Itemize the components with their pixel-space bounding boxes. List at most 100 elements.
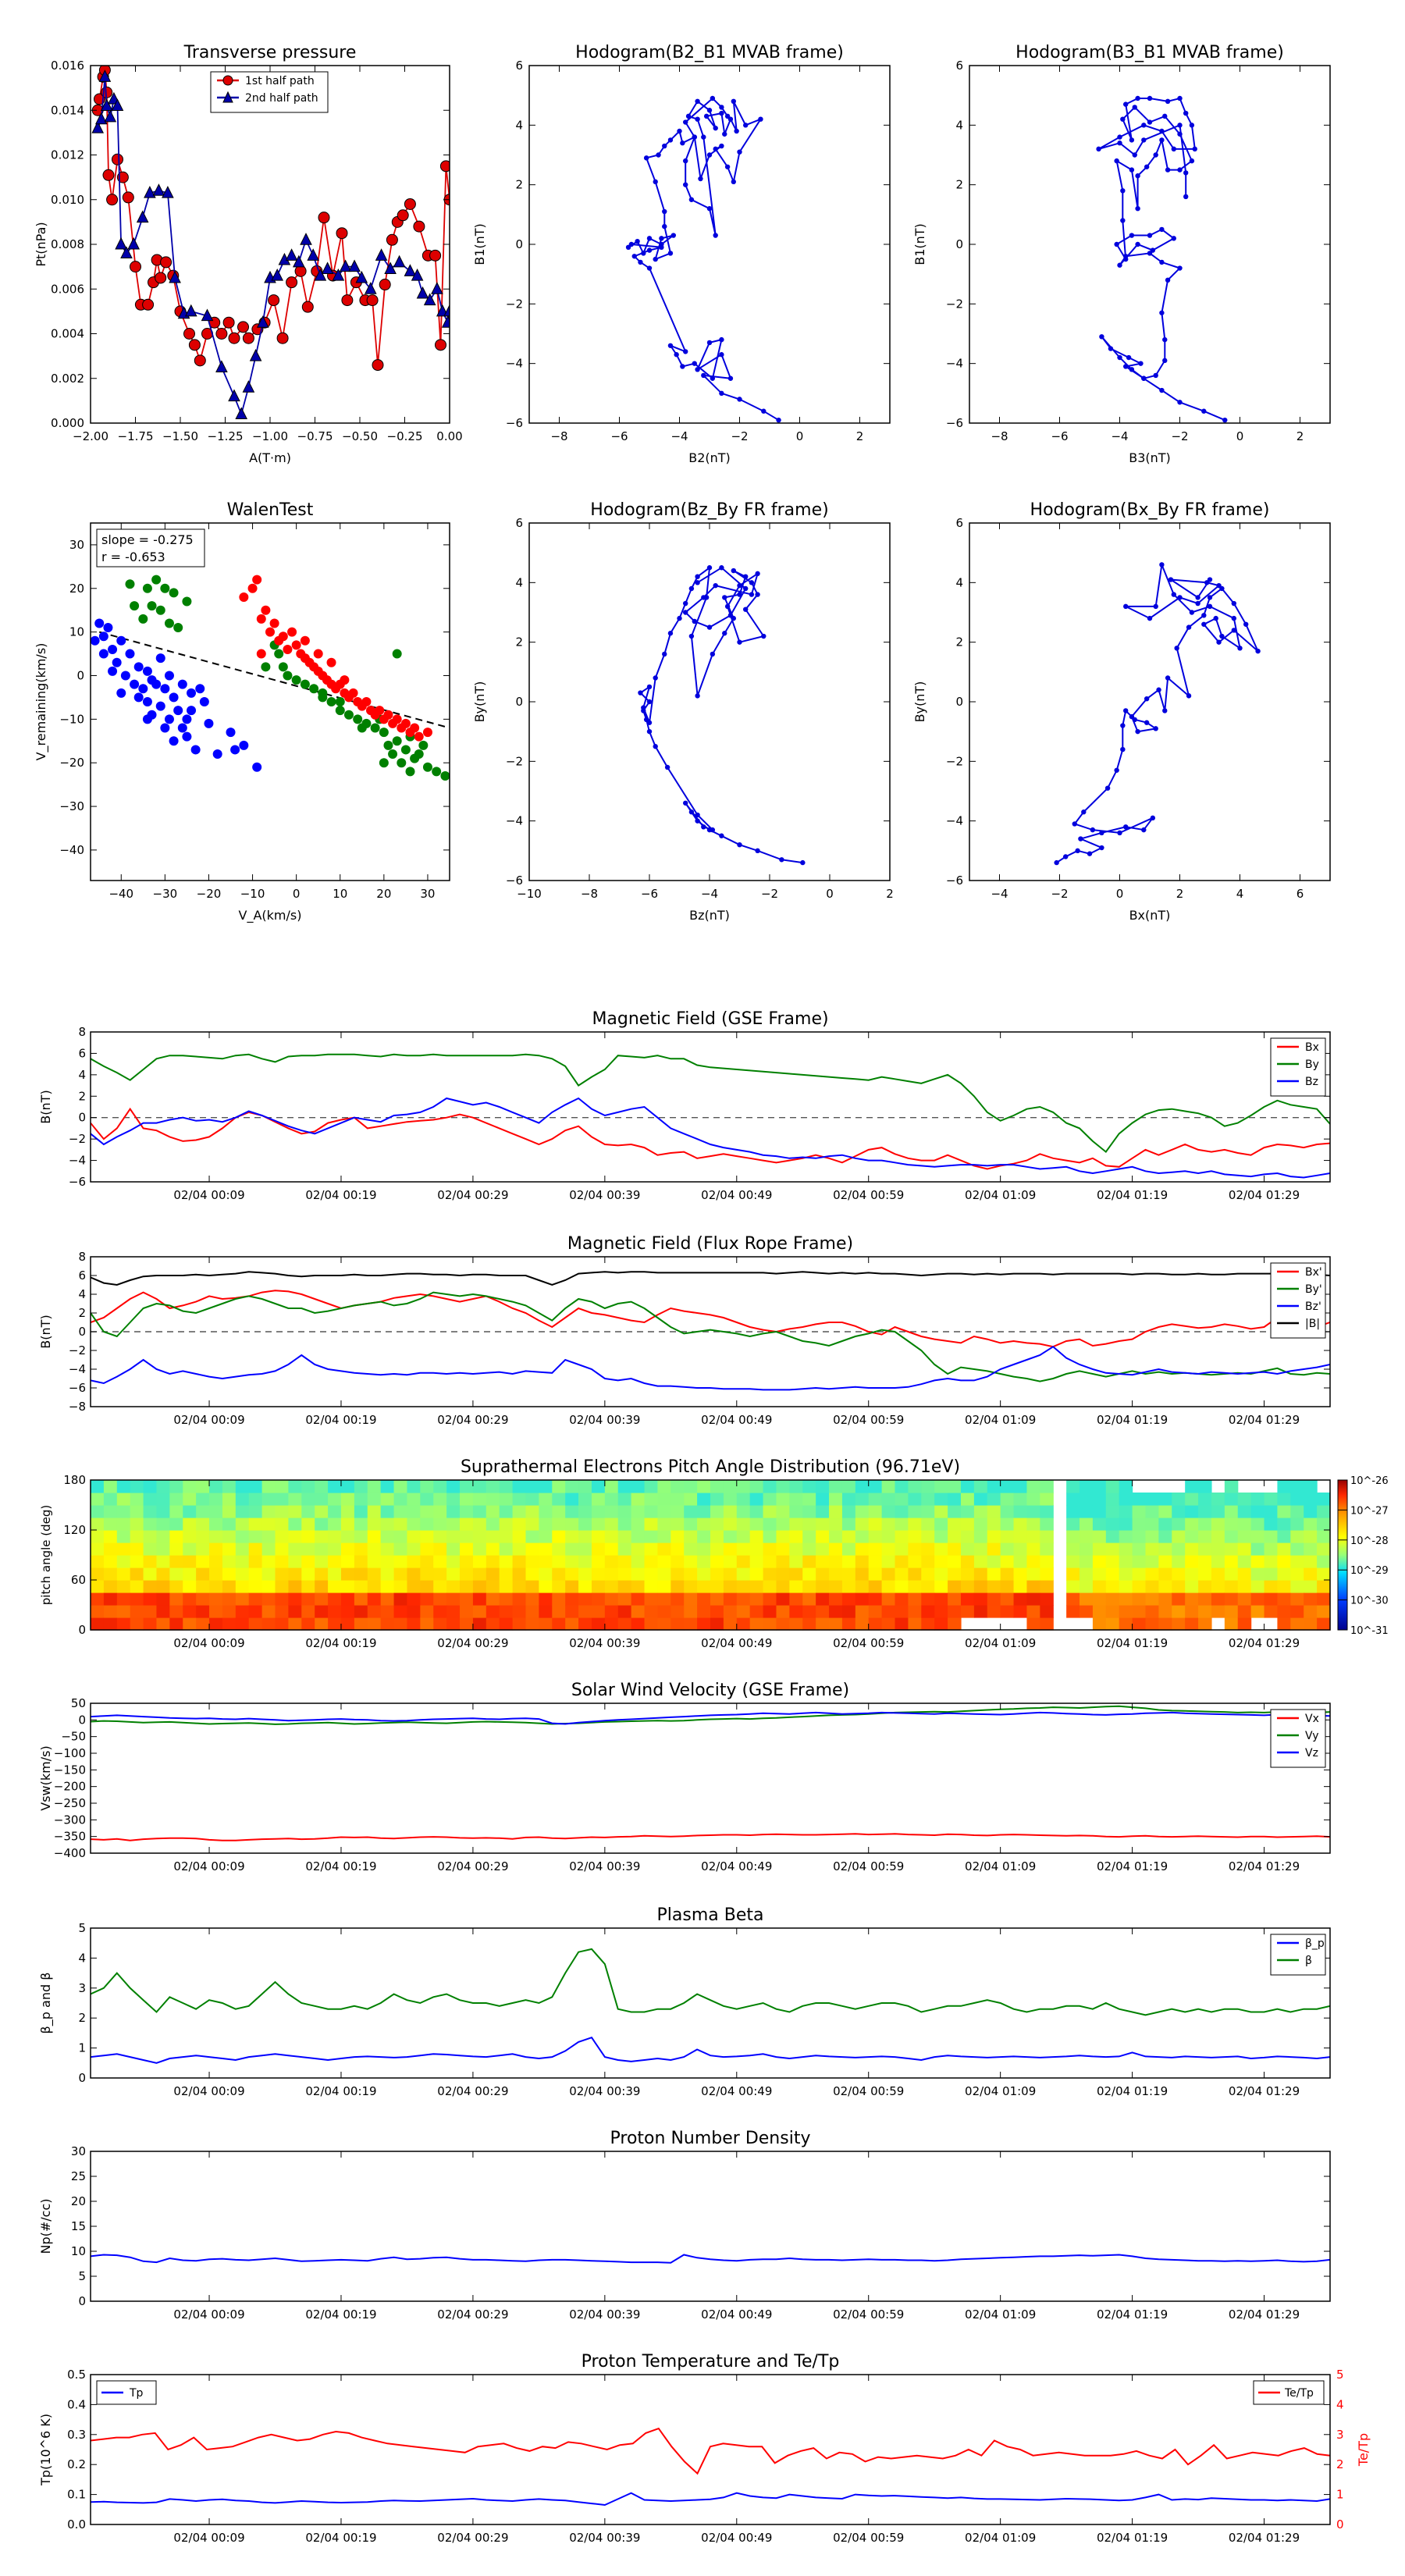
- heatmap-cell: [960, 1592, 975, 1606]
- heatmap-cell: [895, 1480, 909, 1493]
- heatmap-cell: [644, 1530, 659, 1543]
- heatmap-cell: [433, 1617, 447, 1631]
- heatmap-cell: [1026, 1605, 1040, 1618]
- heatmap-cell: [934, 1580, 948, 1593]
- heatmap-cell: [222, 1605, 237, 1618]
- y-tick-label: −2: [946, 297, 963, 311]
- data-point: [115, 237, 127, 250]
- heatmap-cell: [275, 1567, 290, 1581]
- heatmap-cell: [776, 1567, 790, 1581]
- heatmap-cell: [393, 1480, 408, 1493]
- data-point: [713, 125, 718, 131]
- heatmap-cell: [565, 1580, 579, 1593]
- heatmap-cell: [103, 1617, 118, 1631]
- heatmap-cell: [340, 1555, 355, 1568]
- heatmap-cell: [973, 1480, 988, 1493]
- y-tick-label: 0.000: [51, 416, 84, 430]
- heatmap-cell: [1040, 1617, 1054, 1631]
- heatmap-cell: [486, 1605, 500, 1618]
- x-tick-label: −1.50: [162, 429, 198, 443]
- x-tick-label: −20: [197, 887, 222, 901]
- heatmap-cell: [552, 1617, 566, 1631]
- data-point: [724, 113, 731, 119]
- heatmap-cell: [1317, 1605, 1331, 1618]
- heatmap-cell: [948, 1617, 962, 1631]
- heatmap-cell: [380, 1542, 395, 1556]
- heatmap-cell: [472, 1542, 487, 1556]
- heatmap-cell: [486, 1493, 500, 1506]
- y-tick-label: 0.016: [51, 59, 84, 73]
- data-point: [379, 279, 391, 291]
- data-point: [727, 375, 734, 381]
- heatmap-cell: [908, 1480, 922, 1493]
- heatmap-cell: [1145, 1555, 1159, 1568]
- heatmap-cell: [1040, 1517, 1054, 1531]
- heatmap-cell: [103, 1493, 118, 1506]
- x-tick-label: 0: [1236, 429, 1244, 443]
- data-point: [404, 197, 416, 210]
- heatmap-cell: [169, 1530, 183, 1543]
- heatmap-cell: [103, 1530, 118, 1543]
- data-point: [392, 649, 402, 659]
- y-tick-label: 6: [78, 1046, 86, 1060]
- plot-marks: [1054, 561, 1261, 866]
- heatmap-cell: [261, 1542, 276, 1556]
- heatmap-cell: [380, 1530, 395, 1543]
- data-point: [653, 179, 658, 185]
- heatmap-cell: [987, 1505, 1001, 1518]
- y-tick-label: 0: [955, 237, 963, 251]
- x-tick-label: 10: [333, 887, 347, 901]
- heatmap-cell: [1119, 1617, 1133, 1631]
- data-point: [173, 706, 183, 716]
- heatmap-cell: [235, 1542, 250, 1556]
- heatmap-cell: [1250, 1530, 1265, 1543]
- heatmap-cell: [1105, 1580, 1120, 1593]
- heatmap-cell: [433, 1493, 447, 1506]
- heatmap-cell: [816, 1542, 830, 1556]
- heatmap-cell: [380, 1605, 395, 1618]
- data-point: [271, 268, 284, 281]
- data-point: [1117, 262, 1122, 268]
- heatmap-cell: [578, 1617, 592, 1631]
- heatmap-cell: [1105, 1555, 1120, 1568]
- data-point: [755, 592, 760, 597]
- data-point: [1123, 256, 1129, 262]
- x-tick-label: 02/04 00:49: [701, 2084, 772, 2098]
- heatmap-cell: [1317, 1592, 1331, 1606]
- heatmap-cell: [670, 1567, 685, 1581]
- data-point: [1201, 621, 1207, 627]
- heatmap-cell: [301, 1493, 315, 1506]
- heatmap-cell: [960, 1517, 975, 1531]
- heatmap-cell: [1185, 1480, 1199, 1493]
- chart-title: Hodogram(B3_B1 MVAB frame): [1016, 43, 1284, 62]
- heatmap-cell: [169, 1542, 183, 1556]
- heatmap-cell: [631, 1530, 646, 1543]
- heatmap-cell: [446, 1567, 461, 1581]
- data-point: [1141, 827, 1147, 833]
- heatmap-cell: [723, 1493, 738, 1506]
- heatmap-cell: [1105, 1517, 1120, 1531]
- heatmap-cell: [644, 1567, 659, 1581]
- x-tick-label: 02/04 01:29: [1229, 1188, 1300, 1202]
- heatmap-cell: [209, 1605, 223, 1618]
- y-tick-label: −6: [69, 1175, 86, 1189]
- heatmap-cell: [776, 1555, 790, 1568]
- heatmap-cell: [275, 1480, 290, 1493]
- data-point: [1123, 708, 1129, 713]
- x-tick-label: 2: [1176, 887, 1184, 901]
- y-tick-label: −8: [69, 1400, 86, 1414]
- heatmap-cell: [525, 1530, 539, 1543]
- heatmap-cell: [789, 1493, 803, 1506]
- plot-marks: [91, 575, 450, 781]
- heatmap-cell: [723, 1505, 738, 1518]
- data-point: [646, 728, 653, 735]
- data-point: [276, 332, 289, 344]
- heatmap-cell: [460, 1517, 474, 1531]
- data-point: [1153, 603, 1158, 610]
- heatmap-cell: [644, 1592, 659, 1606]
- data-point: [683, 119, 688, 125]
- heatmap-cell: [91, 1517, 105, 1531]
- y-tick-label: 10: [69, 625, 84, 639]
- heatmap-cell: [841, 1530, 856, 1543]
